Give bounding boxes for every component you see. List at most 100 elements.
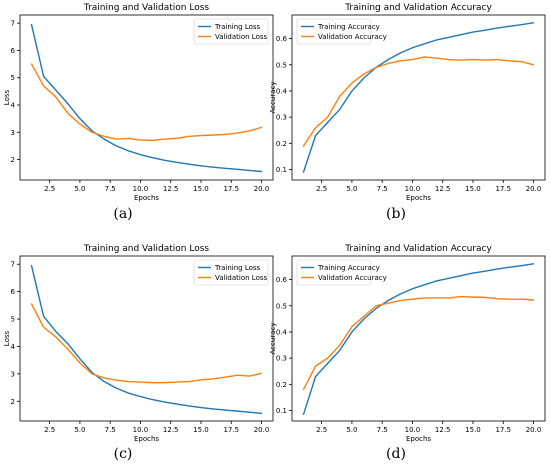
- x-tick-label: 2.5: [316, 426, 327, 434]
- y-tick-label: 0.1: [276, 407, 287, 415]
- legend-box: [193, 18, 269, 45]
- y-tick-label: 2: [11, 156, 15, 164]
- x-tick-label: 10.0: [133, 185, 149, 193]
- x-tick-label: 2.5: [316, 185, 327, 193]
- legend-label: Validation Accuracy: [318, 33, 387, 41]
- y-tick-label: 3: [11, 370, 15, 378]
- legend-label: Validation Loss: [215, 33, 267, 41]
- x-tick-label: 7.5: [105, 185, 116, 193]
- y-axis-label: Accuracy: [269, 323, 277, 355]
- x-tick-label: 10.0: [405, 185, 421, 193]
- y-tick-label: 0.5: [276, 61, 287, 69]
- x-axis-label: Epochs: [134, 194, 159, 202]
- x-tick-label: 12.5: [163, 426, 179, 434]
- series-line-0: [302, 22, 535, 173]
- x-tick-label: 17.5: [495, 426, 511, 434]
- chart-1: Training and Validation Accuracy 2.5 5.0 7.…: [269, 3, 546, 202]
- x-tick-label: 20.0: [526, 426, 542, 434]
- x-tick-label: 12.5: [435, 426, 451, 434]
- chart-0: Training and Validation Loss 2.5 5.0 7.5 10.…: [3, 3, 274, 202]
- legend: Training Loss Validation Loss: [193, 259, 269, 286]
- y-tick-label: 0.3: [276, 114, 287, 122]
- y-tick-label: 7: [11, 261, 15, 269]
- x-tick-label: 2.5: [44, 426, 55, 434]
- x-tick-label: 5.0: [346, 185, 357, 193]
- x-tick-label: 15.0: [193, 426, 209, 434]
- chart-3: Training and Validation Accuracy 2.5 5.0 7.…: [269, 244, 546, 443]
- x-axis-label: Epochs: [134, 435, 159, 443]
- legend-label: Training Accuracy: [317, 23, 380, 31]
- series-line-0: [30, 264, 263, 415]
- y-tick-label: 0.5: [276, 302, 287, 310]
- chart-title: Training and Validation Accuracy: [344, 3, 492, 13]
- y-tick-label: 6: [11, 47, 16, 55]
- y-tick-label: 4: [11, 343, 16, 351]
- series-line-1: [30, 303, 263, 384]
- y-tick-label: 4: [11, 102, 16, 110]
- x-tick-label: 7.5: [105, 426, 116, 434]
- x-tick-label: 15.0: [465, 426, 481, 434]
- legend: Training Accuracy Validation Accuracy: [296, 259, 387, 286]
- x-tick-label: 5.0: [74, 185, 85, 193]
- y-tick-label: 5: [11, 74, 15, 82]
- series-line-0: [30, 23, 263, 173]
- y-axis-label: Accuracy: [269, 82, 277, 114]
- x-tick-label: 12.5: [163, 185, 179, 193]
- legend-label: Training Loss: [214, 23, 261, 31]
- legend-box: [193, 259, 269, 286]
- x-tick-label: 7.5: [377, 185, 388, 193]
- series-line-1: [302, 56, 535, 147]
- x-tick-label: 15.0: [465, 185, 481, 193]
- x-axis-label: Epochs: [406, 435, 431, 443]
- y-tick-label: 0.4: [276, 328, 288, 336]
- x-tick-label: 20.0: [526, 185, 542, 193]
- x-tick-label: 5.0: [74, 426, 85, 434]
- y-tick-label: 6: [11, 288, 16, 296]
- x-tick-label: 17.5: [495, 185, 511, 193]
- y-tick-label: 0.2: [276, 381, 287, 389]
- x-tick-label: 7.5: [377, 426, 388, 434]
- caption-b: (b): [386, 206, 406, 222]
- y-tick-label: 2: [11, 398, 15, 406]
- legend-box: [296, 18, 372, 45]
- legend-label: Training Loss: [214, 264, 261, 272]
- y-tick-label: 0.3: [276, 355, 287, 363]
- x-axis-label: Epochs: [406, 194, 431, 202]
- legend-label: Validation Loss: [215, 274, 267, 282]
- x-tick-label: 2.5: [44, 185, 55, 193]
- y-tick-label: 7: [11, 20, 15, 28]
- axes-frame: [291, 14, 546, 181]
- x-tick-label: 15.0: [193, 185, 209, 193]
- chart-title: Training and Validation Loss: [83, 244, 210, 254]
- series-line-0: [302, 263, 535, 416]
- legend: Training Accuracy Validation Accuracy: [296, 18, 387, 45]
- legend-label: Validation Accuracy: [318, 274, 387, 282]
- x-tick-label: 20.0: [254, 185, 270, 193]
- legend-label: Training Accuracy: [317, 264, 380, 272]
- x-tick-label: 12.5: [435, 185, 451, 193]
- x-tick-label: 17.5: [223, 185, 239, 193]
- y-axis-label: Loss: [3, 330, 11, 346]
- x-tick-label: 10.0: [133, 426, 149, 434]
- series-line-1: [30, 63, 263, 142]
- x-tick-label: 20.0: [254, 426, 270, 434]
- legend: Training Loss Validation Loss: [193, 18, 269, 45]
- x-tick-label: 5.0: [346, 426, 357, 434]
- caption-a: (a): [113, 206, 133, 222]
- series-line-1: [302, 295, 535, 391]
- chart-title: Training and Validation Accuracy: [344, 244, 492, 254]
- chart-2: Training and Validation Loss 2.5 5.0 7.5 10.…: [3, 244, 274, 443]
- caption-d: (d): [386, 446, 406, 462]
- axes-frame: [19, 255, 274, 422]
- legend-box: [296, 259, 372, 286]
- chart-title: Training and Validation Loss: [83, 3, 210, 13]
- y-axis-label: Loss: [3, 89, 11, 105]
- axes-frame: [19, 14, 274, 181]
- y-tick-label: 0.2: [276, 140, 287, 148]
- y-tick-label: 3: [11, 129, 15, 137]
- x-tick-label: 10.0: [405, 426, 421, 434]
- caption-c: (c): [113, 446, 133, 462]
- y-tick-label: 0.6: [276, 35, 288, 43]
- y-tick-label: 0.4: [276, 87, 288, 95]
